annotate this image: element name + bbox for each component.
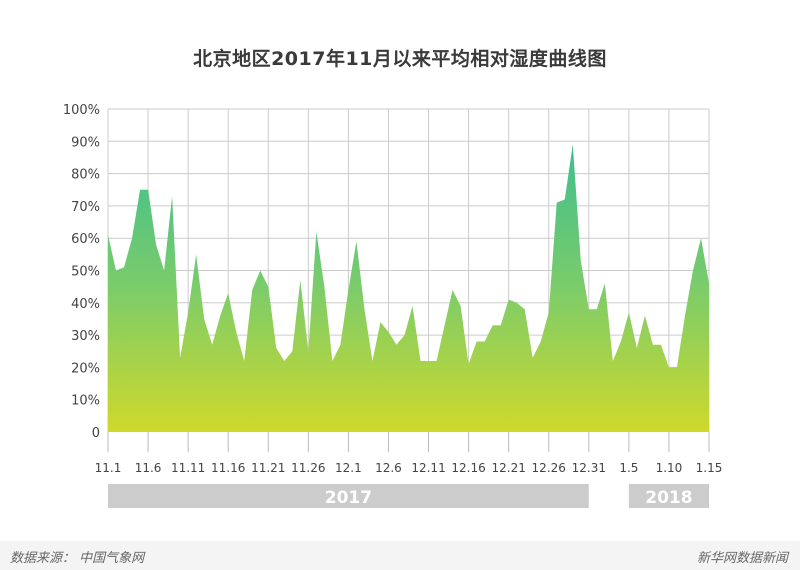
x-tick-label: 11.6 (135, 461, 162, 475)
y-tick-label: 20% (71, 361, 100, 376)
x-tick-label: 1.5 (619, 461, 638, 475)
year-bars: 2017 2018 (108, 484, 709, 508)
y-tick-label: 70% (71, 200, 100, 215)
x-tick-label: 12.31 (572, 461, 606, 475)
x-tick-label: 12.1 (335, 461, 362, 475)
year-bar-label: 2018 (645, 488, 692, 508)
x-tick-label: 1.15 (696, 461, 723, 475)
x-tick-label: 12.6 (375, 461, 402, 475)
footer: 数据来源： 中国气象网 新华网数据新闻 (0, 541, 800, 570)
chart-title: 北京地区2017年11月以来平均相对湿度曲线图 (193, 48, 607, 70)
x-tick-label: 11.11 (171, 461, 205, 475)
x-tick-label: 11.21 (251, 461, 285, 475)
year-bar (108, 484, 589, 508)
x-tick-label: 12.11 (411, 461, 445, 475)
x-tick-label: 12.16 (451, 461, 485, 475)
y-axis-ticks: 0 10% 20% 30% 40% 50% 60% 70% 80% 90% 100% (63, 103, 100, 441)
y-tick-label: 50% (71, 265, 100, 280)
y-tick-label: 0 (92, 426, 100, 441)
area-layer (108, 144, 709, 432)
y-tick-label: 90% (71, 135, 100, 150)
source-label: 数据来源： 中国气象网 (10, 551, 145, 566)
x-axis-ticks: 11.1 11.6 11.11 11.16 11.21 11.26 12.1 12.6 12.1… (95, 461, 723, 475)
x-tick-label: 12.21 (491, 461, 525, 475)
x-tick-label: 11.26 (291, 461, 325, 475)
y-tick-label: 80% (71, 168, 100, 183)
y-tick-label: 40% (71, 297, 100, 312)
y-tick-label: 100% (63, 103, 100, 118)
brand-label: 新华网数据新闻 (696, 551, 788, 566)
x-tick-label: 1.10 (656, 461, 683, 475)
x-tick-label: 11.1 (95, 461, 122, 475)
x-tick-label: 12.26 (532, 461, 566, 475)
y-tick-label: 60% (71, 232, 100, 247)
humidity-area-chart: 010%20%30%40%50%60%70%80%90%100% 11.1 11.… (63, 103, 723, 508)
y-tick-label: 30% (71, 329, 100, 344)
x-tick-label: 11.16 (211, 461, 245, 475)
year-bar (628, 484, 709, 508)
y-tick-label: 10% (71, 394, 100, 409)
year-bar-label: 2017 (325, 488, 372, 508)
humidity-area (108, 144, 709, 432)
